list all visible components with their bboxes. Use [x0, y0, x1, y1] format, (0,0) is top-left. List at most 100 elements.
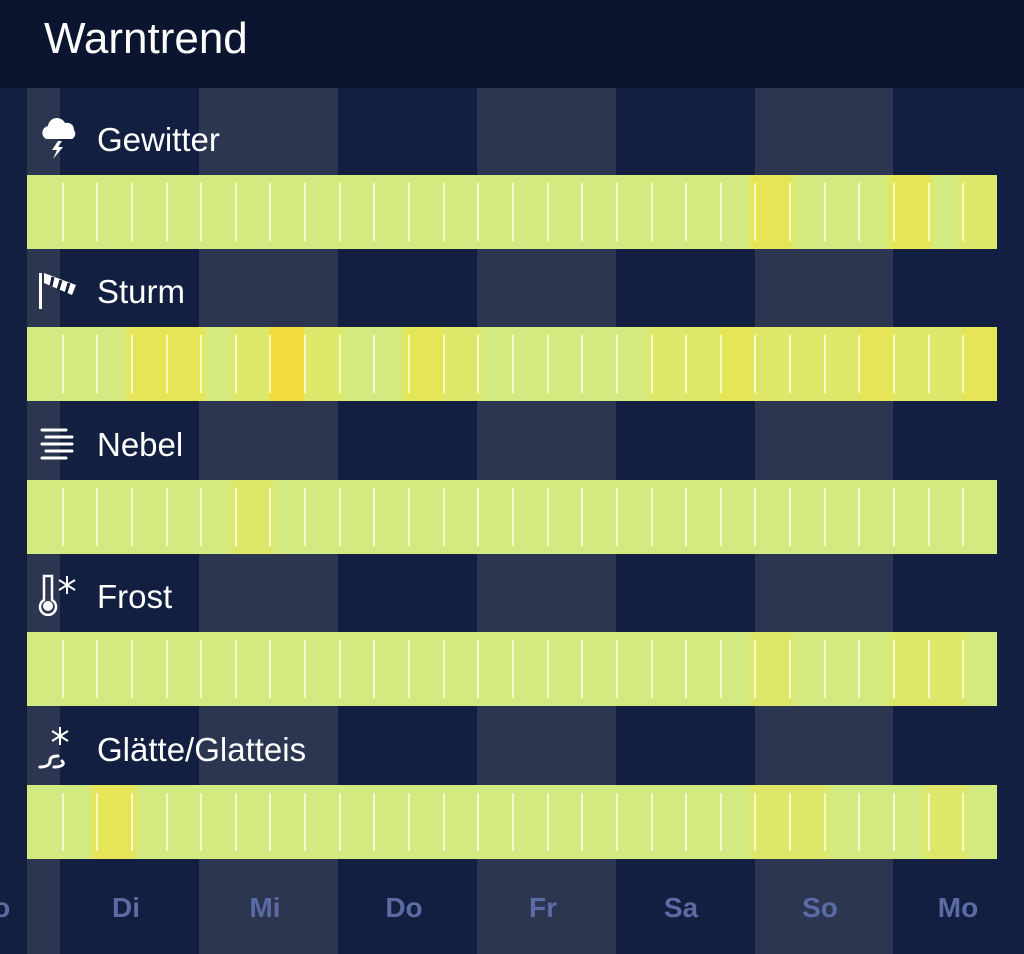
time-segment[interactable]: [685, 327, 720, 401]
time-segment[interactable]: [754, 327, 790, 401]
time-segment[interactable]: [511, 785, 547, 859]
time-segment[interactable]: [200, 480, 235, 554]
time-segment[interactable]: [477, 632, 512, 706]
time-segment[interactable]: [615, 175, 651, 249]
time-segment[interactable]: [581, 480, 616, 554]
time-segment[interactable]: [685, 632, 720, 706]
time-segment[interactable]: [408, 175, 443, 249]
time-segment[interactable]: [373, 785, 409, 859]
time-segment[interactable]: [477, 327, 512, 401]
time-segment[interactable]: [962, 327, 997, 401]
time-segment[interactable]: [685, 480, 720, 554]
time-segment[interactable]: [130, 480, 166, 554]
time-segment[interactable]: [650, 480, 686, 554]
time-segment[interactable]: [858, 480, 894, 554]
time-segment[interactable]: [27, 632, 62, 706]
time-segment[interactable]: [27, 327, 62, 401]
time-segment[interactable]: [234, 327, 270, 401]
time-segment[interactable]: [165, 785, 201, 859]
time-segment[interactable]: [858, 327, 894, 401]
time-segment[interactable]: [823, 632, 859, 706]
time-segment[interactable]: [304, 327, 339, 401]
time-segment[interactable]: [789, 327, 824, 401]
time-segment[interactable]: [789, 632, 824, 706]
time-segment[interactable]: [546, 785, 582, 859]
time-segment[interactable]: [61, 327, 97, 401]
time-segment[interactable]: [511, 175, 547, 249]
time-segment[interactable]: [373, 480, 409, 554]
time-segment[interactable]: [304, 632, 339, 706]
time-segment[interactable]: [96, 632, 131, 706]
time-segment[interactable]: [477, 785, 512, 859]
time-segment[interactable]: [27, 785, 62, 859]
time-segment[interactable]: [27, 175, 62, 249]
time-segment[interactable]: [200, 785, 235, 859]
time-segment[interactable]: [546, 480, 582, 554]
time-segment[interactable]: [373, 632, 409, 706]
time-segment[interactable]: [269, 175, 305, 249]
time-segment[interactable]: [373, 327, 409, 401]
time-segment[interactable]: [234, 632, 270, 706]
time-segment[interactable]: [511, 480, 547, 554]
time-segment[interactable]: [719, 785, 755, 859]
time-segment[interactable]: [858, 175, 894, 249]
time-segment[interactable]: [581, 175, 616, 249]
time-segment[interactable]: [546, 327, 582, 401]
time-segment[interactable]: [650, 327, 686, 401]
time-segment[interactable]: [338, 327, 374, 401]
time-segment[interactable]: [304, 480, 339, 554]
time-segment[interactable]: [165, 632, 201, 706]
time-segment[interactable]: [442, 480, 478, 554]
time-segment[interactable]: [338, 175, 374, 249]
time-segment[interactable]: [719, 327, 755, 401]
time-segment[interactable]: [27, 480, 62, 554]
time-segment[interactable]: [477, 480, 512, 554]
time-segment[interactable]: [823, 327, 859, 401]
time-segment[interactable]: [719, 632, 755, 706]
time-segment[interactable]: [200, 175, 235, 249]
time-segment[interactable]: [754, 480, 790, 554]
time-segment[interactable]: [165, 175, 201, 249]
time-segment[interactable]: [130, 327, 166, 401]
time-segment[interactable]: [165, 480, 201, 554]
time-segment[interactable]: [893, 480, 928, 554]
time-segment[interactable]: [823, 175, 859, 249]
time-segment[interactable]: [130, 785, 166, 859]
time-segment[interactable]: [61, 480, 97, 554]
time-segment[interactable]: [546, 175, 582, 249]
time-segment[interactable]: [408, 327, 443, 401]
time-segment[interactable]: [408, 785, 443, 859]
time-segment[interactable]: [858, 632, 894, 706]
time-segment[interactable]: [269, 480, 305, 554]
time-segment[interactable]: [927, 785, 963, 859]
time-segment[interactable]: [962, 175, 997, 249]
time-segment[interactable]: [442, 327, 478, 401]
time-segment[interactable]: [893, 327, 928, 401]
time-segment[interactable]: [408, 632, 443, 706]
time-segment[interactable]: [581, 785, 616, 859]
time-segment[interactable]: [893, 175, 928, 249]
time-segment[interactable]: [893, 785, 928, 859]
time-segment[interactable]: [789, 175, 824, 249]
time-segment[interactable]: [511, 632, 547, 706]
time-segment[interactable]: [685, 785, 720, 859]
time-segment[interactable]: [789, 785, 824, 859]
time-segment[interactable]: [442, 785, 478, 859]
time-segment[interactable]: [650, 632, 686, 706]
time-segment[interactable]: [200, 327, 235, 401]
time-segment[interactable]: [927, 327, 963, 401]
time-segment[interactable]: [61, 632, 97, 706]
time-segment[interactable]: [442, 175, 478, 249]
time-segment[interactable]: [96, 175, 131, 249]
time-segment[interactable]: [927, 175, 963, 249]
time-segment[interactable]: [234, 785, 270, 859]
time-segment[interactable]: [893, 632, 928, 706]
time-segment[interactable]: [61, 175, 97, 249]
time-segment[interactable]: [477, 175, 512, 249]
time-segment[interactable]: [615, 785, 651, 859]
time-segment[interactable]: [927, 632, 963, 706]
time-segment[interactable]: [858, 785, 894, 859]
time-segment[interactable]: [269, 327, 305, 401]
time-segment[interactable]: [823, 785, 859, 859]
time-segment[interactable]: [130, 175, 166, 249]
